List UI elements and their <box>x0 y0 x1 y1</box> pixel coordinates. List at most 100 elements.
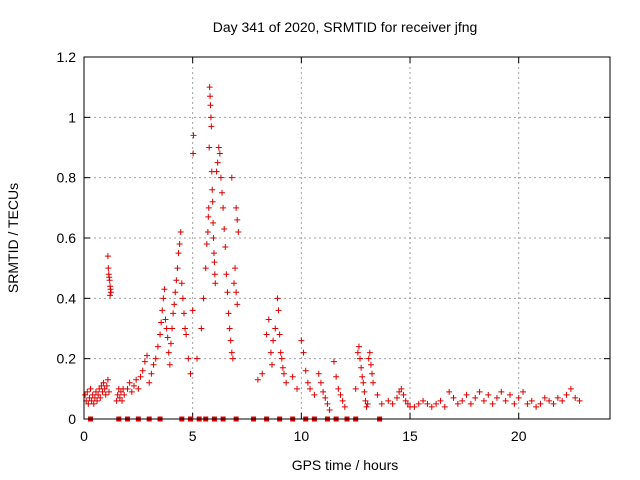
y-tick-label: 0 <box>68 411 76 427</box>
data-point <box>365 355 372 362</box>
data-point <box>90 400 97 407</box>
data-point <box>277 349 284 356</box>
x-tick-label: 20 <box>511 428 527 444</box>
data-point <box>213 168 220 175</box>
data-point <box>176 241 183 248</box>
data-point <box>335 385 342 392</box>
data-point <box>576 397 583 404</box>
data-point <box>148 370 155 377</box>
data-point <box>116 394 123 401</box>
data-point <box>159 307 166 314</box>
data-point <box>163 325 170 332</box>
data-point <box>114 391 121 398</box>
data-point <box>294 385 301 392</box>
data-point <box>94 397 101 404</box>
data-point <box>211 271 218 278</box>
data-point <box>361 388 368 395</box>
data-point <box>546 397 553 404</box>
data-point <box>272 325 279 332</box>
data-point <box>152 355 159 362</box>
data-point <box>279 364 286 371</box>
x-tick-label: 10 <box>294 428 310 444</box>
data-point <box>563 391 570 398</box>
data-point <box>317 379 324 386</box>
data-point <box>230 280 237 287</box>
data-point <box>107 292 114 299</box>
plot-frame <box>83 56 611 420</box>
data-point <box>352 385 359 392</box>
data-point <box>472 394 479 401</box>
data-point <box>105 265 112 272</box>
data-point <box>485 391 492 398</box>
data-point <box>311 391 318 398</box>
data-point <box>289 373 296 380</box>
data-point <box>207 114 214 121</box>
data-point <box>172 289 179 296</box>
data-point <box>97 394 104 401</box>
data-point <box>212 280 219 287</box>
data-point <box>162 316 169 323</box>
data-point <box>493 394 500 401</box>
data-point <box>228 349 235 356</box>
data-point <box>404 400 411 407</box>
data-point <box>210 219 217 226</box>
data-point <box>206 84 213 91</box>
data-point <box>209 186 216 193</box>
data-point <box>161 286 168 293</box>
data-point <box>104 376 111 383</box>
data-point <box>362 397 369 404</box>
data-point <box>234 216 241 223</box>
data-point <box>223 271 230 278</box>
data-point <box>276 331 283 338</box>
data-point <box>187 370 194 377</box>
y-tick-label: 1.2 <box>57 49 77 65</box>
data-point <box>524 400 531 407</box>
data-point <box>183 331 190 338</box>
data-point <box>130 382 137 389</box>
data-point <box>454 400 461 407</box>
data-point <box>459 397 466 404</box>
data-point <box>119 397 126 404</box>
data-point <box>98 382 105 389</box>
data-point <box>357 355 364 362</box>
data-point <box>104 253 111 260</box>
data-point <box>228 174 235 181</box>
data-point <box>355 343 362 350</box>
data-point <box>360 379 367 386</box>
y-tick-label: 1 <box>68 109 76 125</box>
data-point <box>359 373 366 380</box>
data-point <box>234 301 241 308</box>
data-point <box>489 400 496 407</box>
data-point <box>200 295 207 302</box>
data-point <box>216 150 223 157</box>
data-point <box>210 235 217 241</box>
x-axis-ticks: 0 5 10 15 20 <box>80 57 527 444</box>
data-point <box>95 391 102 398</box>
data-point <box>207 93 214 100</box>
data-point <box>396 388 403 395</box>
data-point <box>84 388 91 395</box>
data-point <box>320 388 327 395</box>
data-point <box>86 394 93 401</box>
x-axis-label: GPS time / hours <box>292 457 399 473</box>
data-point <box>354 349 361 356</box>
data-point <box>210 250 217 257</box>
data-point <box>154 343 161 350</box>
data-point <box>171 301 178 308</box>
y-axis-label: SRMTID / TECUs <box>5 183 21 293</box>
data-point <box>180 310 187 317</box>
data-point <box>174 265 181 272</box>
data-point <box>370 379 377 386</box>
data-point <box>433 400 440 407</box>
data-point <box>124 385 131 392</box>
data-point <box>367 361 374 368</box>
data-point <box>363 403 370 410</box>
data-point <box>364 400 371 407</box>
data-point <box>88 397 95 404</box>
data-point <box>173 277 180 284</box>
data-point <box>324 400 331 407</box>
data-point <box>441 403 448 410</box>
data-point <box>190 132 197 139</box>
data-point <box>167 340 174 347</box>
data-point <box>179 295 186 302</box>
